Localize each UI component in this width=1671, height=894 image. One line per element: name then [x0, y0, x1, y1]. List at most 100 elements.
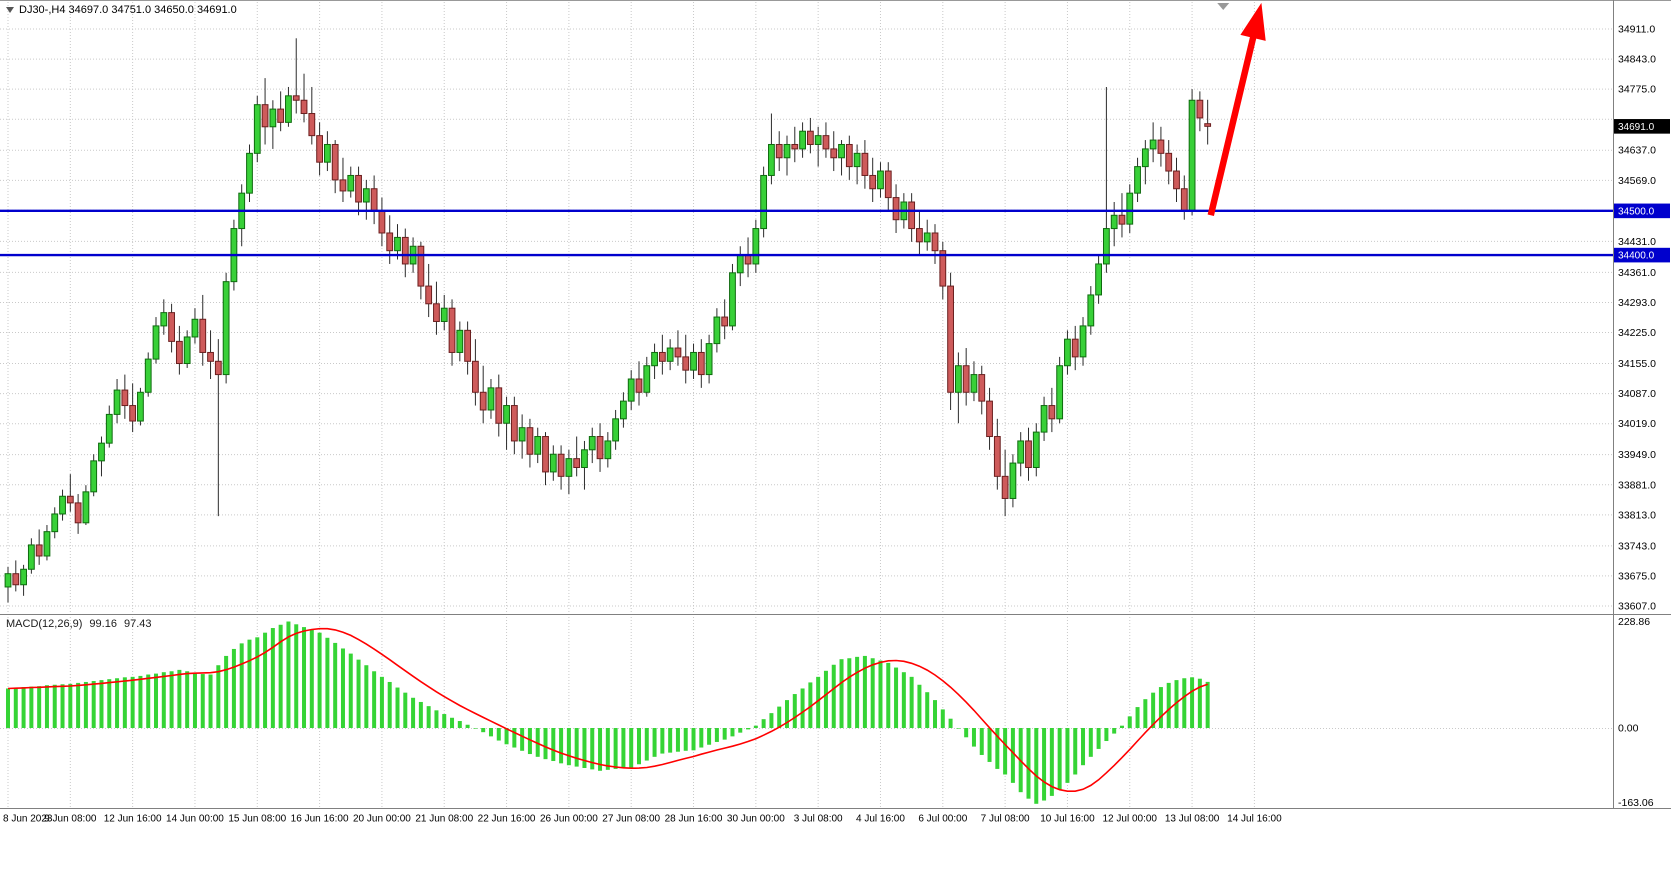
bull-candle — [1141, 148, 1149, 168]
price-axis-labels: 34911.0 34843.0 34775.0 34637.0 34569.0 34431… — [1618, 24, 1656, 613]
time-axis-label: 22 Jun 16:00 — [478, 814, 536, 825]
bull-candle — [620, 400, 627, 420]
bear-candle — [386, 232, 394, 252]
bull-candle — [838, 143, 845, 159]
macd-histogram-bar — [333, 642, 338, 728]
macd-histogram-bar — [956, 728, 961, 729]
macd-histogram-bar — [535, 728, 540, 757]
price-axis-label: 34843.0 — [1618, 54, 1656, 66]
time-axis-label: 4 Jul 16:00 — [856, 814, 905, 825]
macd-histogram-bar — [1127, 716, 1132, 728]
macd-histogram-bar — [418, 701, 423, 728]
macd-histogram-bar — [652, 728, 657, 757]
macd-histogram-bar — [995, 728, 1000, 769]
bull-candle — [518, 427, 526, 442]
macd-value: 99.16 — [89, 618, 117, 630]
macd-histogram-bar — [185, 671, 190, 728]
macd-histogram-bar — [933, 700, 938, 728]
bull-candle — [534, 436, 542, 455]
macd-histogram-bar — [340, 648, 345, 728]
macd-histogram-bar — [722, 728, 727, 740]
macd-histogram-bar — [707, 728, 712, 745]
time-axis-label: 26 Jun 00:00 — [540, 814, 598, 825]
bear-candle — [292, 95, 300, 101]
price-axis[interactable] — [1613, 0, 1671, 809]
level-price-tag-label: 34400.0 — [1618, 251, 1655, 262]
bull-candle — [651, 351, 658, 367]
bear-candle — [339, 179, 347, 192]
macd-histogram-bar — [870, 658, 875, 728]
price-axis-label: 33743.0 — [1618, 540, 1656, 552]
macd-histogram-bar — [387, 681, 392, 728]
price-axis-label: 34911.0 — [1618, 24, 1655, 36]
bear-candle — [682, 356, 690, 371]
macd-histogram-bar — [231, 648, 236, 728]
time-axis-label: 30 Jun 00:00 — [727, 814, 785, 825]
bear-candle — [175, 340, 183, 365]
macd-histogram-bar — [83, 681, 88, 728]
bear-candle — [947, 285, 954, 393]
bear-candle — [721, 316, 729, 327]
time-axis[interactable] — [0, 809, 1671, 833]
macd-histogram-bar — [800, 688, 805, 728]
bear-candle — [300, 99, 308, 115]
macd-histogram-bar — [1112, 728, 1117, 734]
macd-histogram-bar — [450, 717, 455, 728]
macd-histogram-bar — [403, 692, 408, 728]
bull-candle — [705, 343, 713, 376]
bull-candle — [487, 387, 495, 411]
macd-histogram-bar — [746, 728, 751, 730]
bull-candle — [690, 351, 697, 371]
bull-candle — [152, 325, 160, 360]
macd-histogram-bar — [971, 728, 976, 747]
chart-shift-marker-icon[interactable] — [1217, 3, 1230, 10]
price-axis-label: 34019.0 — [1618, 418, 1656, 430]
bull-candle — [82, 491, 90, 524]
macd-histogram-bar — [598, 728, 603, 771]
macd-histogram-bar — [37, 686, 42, 728]
macd-histogram-bar — [504, 728, 509, 745]
time-axis-label: 10 Jul 16:00 — [1040, 814, 1095, 825]
macd-histogram-bar — [1026, 728, 1031, 799]
macd-histogram-bar — [465, 724, 470, 728]
macd-histogram-bar — [831, 664, 836, 728]
pane-separators — [0, 0, 1671, 809]
bear-candle — [261, 104, 269, 128]
time-axis-label: 14 Jul 16:00 — [1227, 814, 1282, 825]
price-axis-label: 34293.0 — [1618, 297, 1656, 309]
bear-candle — [472, 360, 479, 393]
macd-histogram-bar — [364, 665, 369, 728]
macd-histogram-bar — [1166, 682, 1171, 728]
bear-candle — [791, 143, 799, 150]
price-axis-label: 33675.0 — [1618, 570, 1656, 582]
macd-histogram-bar — [107, 679, 112, 728]
macd-histogram-bar — [395, 687, 400, 728]
macd-histogram-bar — [621, 728, 626, 768]
macd-histogram-bar — [987, 728, 992, 762]
macd-histogram-bar — [777, 706, 782, 728]
macd-histogram-bar — [527, 728, 532, 755]
macd-histogram-bar — [1190, 677, 1195, 728]
bear-candle — [557, 453, 565, 477]
bull-candle — [549, 453, 557, 473]
bull-candle — [1064, 338, 1071, 367]
macd-histogram-bar — [309, 629, 314, 728]
bear-candle — [425, 285, 433, 305]
bull-candle — [666, 347, 674, 362]
macd-histogram-bar — [200, 674, 205, 728]
macd-histogram-bar — [691, 728, 696, 751]
bull-candle — [440, 307, 448, 322]
macd-histogram-bar — [224, 655, 229, 728]
time-axis-label: 27 Jun 08:00 — [602, 814, 660, 825]
macd-histogram-bar — [76, 682, 81, 728]
macd-signal-line — [7, 627, 1208, 793]
macd-histogram-bar — [636, 728, 641, 765]
bull-candle — [1126, 192, 1134, 225]
time-axis-label: 6 Jul 00:00 — [918, 814, 967, 825]
macd-histogram-bar — [785, 700, 789, 728]
macd-histogram-bar — [263, 632, 268, 728]
current-price-tag — [1614, 119, 1670, 134]
macd-histogram-bar — [286, 621, 291, 728]
trend-arrow[interactable] — [1207, 2, 1266, 217]
